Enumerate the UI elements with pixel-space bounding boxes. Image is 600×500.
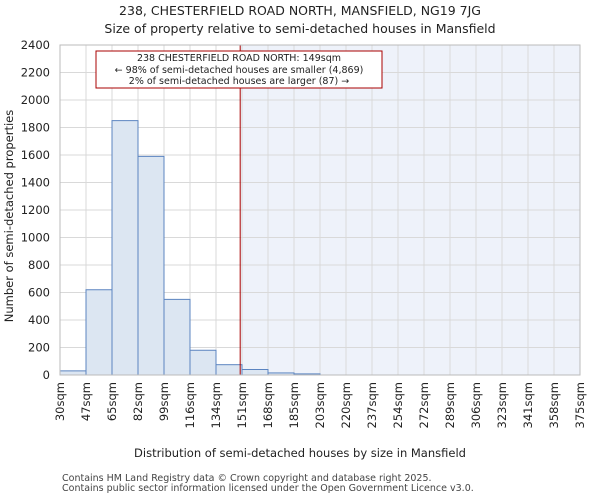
histogram-chart: 238, CHESTERFIELD ROAD NORTH, MANSFIELD,… [2, 3, 587, 460]
bar-30sqm [59, 370, 87, 376]
x-tick-label: 220sqm [339, 382, 353, 428]
y-tick-label: 200 [28, 341, 50, 355]
x-tick-label: 289sqm [443, 382, 457, 428]
x-tick-label: 116sqm [183, 382, 197, 428]
bar-99sqm [163, 298, 191, 376]
x-tick-label: 323sqm [495, 382, 509, 428]
x-tick-label: 272sqm [417, 382, 431, 428]
plot-frame [59, 44, 581, 376]
annotation-line-1: 238 CHESTERFIELD ROAD NORTH: 149sqm [137, 53, 341, 64]
bar-82sqm [137, 155, 165, 376]
x-tick-label: 237sqm [365, 382, 379, 428]
bar-65sqm [111, 120, 139, 376]
x-tick-label: 168sqm [261, 382, 275, 428]
y-tick-label: 1400 [21, 176, 50, 190]
x-tick-label: 341sqm [521, 382, 535, 428]
y-tick-label: 2400 [21, 38, 50, 52]
x-tick-label: 65sqm [105, 382, 119, 421]
y-tick-label: 1000 [21, 231, 50, 245]
annotation-box [95, 50, 383, 89]
bars [59, 120, 321, 376]
y-tick-label: 1200 [21, 203, 50, 217]
y-tick-label: 600 [28, 286, 50, 300]
annotation-line-3: 2% of semi-detached houses are larger (8… [129, 76, 349, 87]
y-axis-label: Number of semi-detached properties [2, 110, 16, 322]
bar-151sqm [241, 369, 269, 376]
y-tick-label: 2200 [21, 66, 50, 80]
chart-subtitle: Size of property relative to semi-detach… [104, 21, 495, 36]
x-tick-label: 134sqm [209, 382, 223, 428]
property-annotation: 238 CHESTERFIELD ROAD NORTH: 149sqm ← 98… [95, 50, 383, 89]
x-tick-label: 99sqm [157, 382, 171, 421]
x-tick-label: 47sqm [79, 382, 93, 421]
annotation-line-2: ← 98% of semi-detached houses are smalle… [115, 65, 364, 76]
x-tick-label: 306sqm [469, 382, 483, 428]
footer-licence: Contains public sector information licen… [62, 483, 474, 494]
y-tick-label: 1600 [21, 148, 50, 162]
x-tick-label: 185sqm [287, 382, 301, 428]
x-axis-ticks: 30sqm 47sqm 65sqm 82sqm 99sqm 116sqm 134sqm 151… [53, 382, 587, 428]
footer-copyright: Contains HM Land Registry data © Crown c… [62, 473, 432, 484]
x-tick-label: 151sqm [235, 382, 249, 428]
x-tick-label: 82sqm [131, 382, 145, 421]
y-axis-ticks: 0 200 400 600 800 1000 1200 1400 1600 1800 2000 220… [21, 38, 50, 382]
x-tick-label: 358sqm [547, 382, 561, 428]
y-tick-label: 2000 [21, 93, 50, 107]
bar-116sqm [189, 349, 217, 376]
y-tick-label: 400 [28, 313, 50, 327]
y-tick-label: 0 [43, 368, 50, 382]
x-tick-label: 375sqm [573, 382, 587, 428]
x-tick-label: 254sqm [391, 382, 405, 428]
x-axis-label: Distribution of semi-detached houses by … [134, 446, 466, 460]
bar-134sqm [215, 364, 243, 376]
chart-title: 238, CHESTERFIELD ROAD NORTH, MANSFIELD,… [119, 3, 481, 18]
bar-47sqm [85, 289, 113, 376]
x-tick-label: 30sqm [53, 382, 67, 421]
y-tick-label: 800 [28, 258, 50, 272]
x-tick-label: 203sqm [313, 382, 327, 428]
y-tick-label: 1800 [21, 121, 50, 135]
